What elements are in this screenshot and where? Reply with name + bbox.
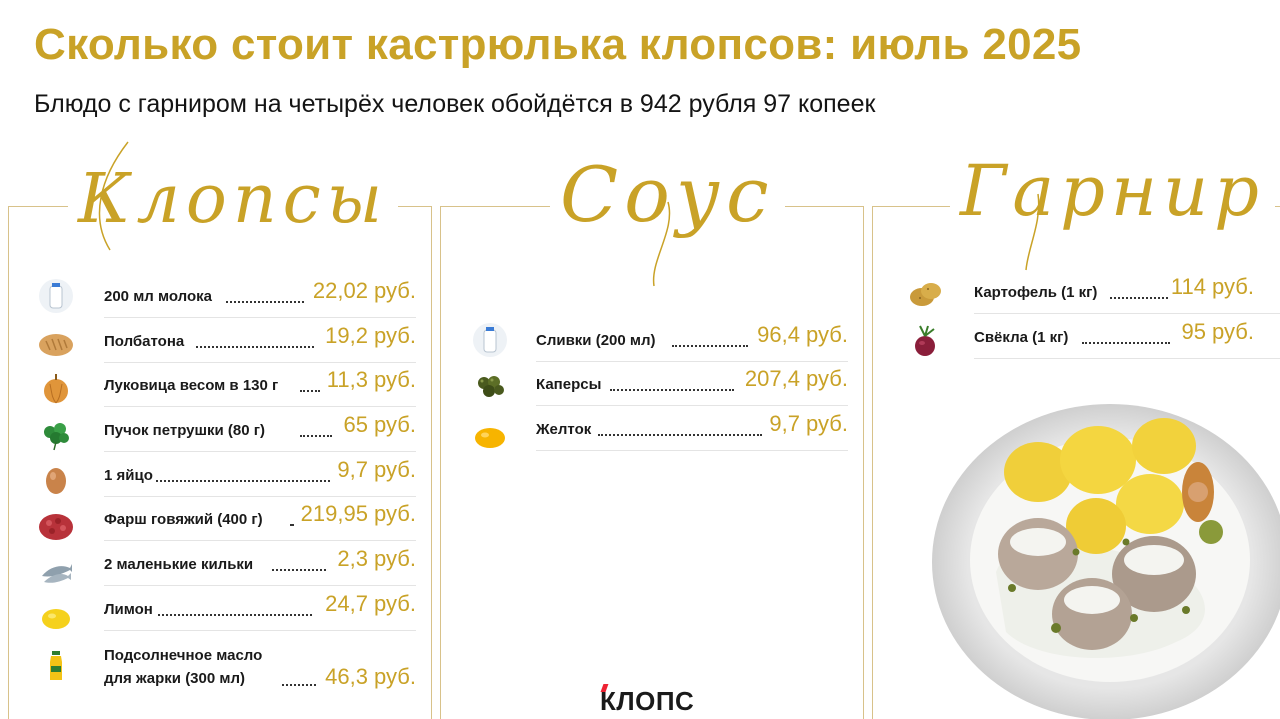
leader-dots — [300, 389, 320, 392]
yolk-icon — [472, 418, 508, 454]
klopsy-heading: Клопсы — [68, 160, 399, 239]
item-label: Лимон — [104, 601, 153, 618]
list-item: Фарш говяжий (400 г) 219,95 руб. — [104, 497, 416, 541]
leader-dots — [156, 479, 330, 482]
klopsy-flourish-icon — [98, 141, 129, 251]
leader-dots — [290, 523, 294, 526]
item-price: 207,4 руб. — [744, 366, 848, 391]
oil-bottle-icon — [38, 648, 74, 684]
list-item: Полбатона 19,2 руб. — [104, 319, 416, 363]
leader-dots — [1110, 296, 1168, 299]
garnir-flourish-icon — [1025, 193, 1040, 271]
item-label: 2 маленькие кильки — [104, 556, 254, 573]
item-label: Каперсы — [536, 376, 602, 393]
leader-dots — [196, 345, 314, 348]
minced-meat-icon — [38, 508, 74, 544]
milk-bottle-icon — [38, 278, 74, 314]
item-label: Фарш говяжий (400 г) — [104, 511, 263, 528]
list-item: Подсолнечное масло для жарки (300 мл) 46… — [104, 636, 416, 704]
item-label-line2: для жарки (300 мл) — [104, 670, 245, 687]
beet-icon — [908, 324, 944, 360]
garnir-heading: Гарнир — [950, 150, 1275, 232]
list-item: 1 яйцо 9,7 руб. — [104, 453, 416, 497]
item-label: Луковица весом в 130 г — [104, 377, 279, 394]
leader-dots — [282, 683, 316, 686]
leader-dots — [598, 433, 762, 436]
sous-heading: Соус — [550, 150, 785, 239]
capers-icon — [472, 368, 508, 404]
item-price: 24,7 руб. — [325, 591, 416, 616]
leader-dots — [1082, 341, 1170, 344]
list-item: Лимон 24,7 руб. — [104, 587, 416, 631]
list-item: Луковица весом в 130 г 11,3 руб. — [104, 363, 416, 407]
leader-dots — [672, 344, 748, 347]
parsley-icon — [38, 416, 74, 452]
item-label: Сливки (200 мл) — [536, 332, 656, 349]
list-item: Каперсы 207,4 руб. — [536, 362, 848, 406]
leader-dots — [300, 434, 332, 437]
item-label: Желток — [536, 421, 592, 438]
page-title: Сколько стоит кастрюлька клопсов: июль 2… — [34, 20, 1082, 69]
item-price: 219,95 руб. — [300, 501, 416, 526]
item-price: 9,7 руб. — [337, 457, 416, 482]
lemon-icon — [38, 600, 74, 636]
list-item: Картофель (1 кг) 114 руб. — [974, 270, 1280, 314]
leader-dots — [272, 568, 326, 571]
onion-icon — [38, 370, 74, 406]
list-item: Сливки (200 мл) 96,4 руб. — [536, 318, 848, 362]
item-label: Подсолнечное масло — [104, 647, 263, 664]
list-item: Пучок петрушки (80 г) 65 руб. — [104, 408, 416, 452]
item-price: 114 руб. — [1170, 274, 1254, 299]
leader-dots — [158, 613, 312, 616]
cream-bottle-icon — [472, 322, 508, 358]
egg-icon — [38, 462, 74, 498]
list-item: 2 маленькие кильки 2,3 руб. — [104, 542, 416, 586]
brand-logo: КЛОПС — [600, 686, 695, 716]
item-price: 65 руб. — [343, 412, 416, 437]
page-subtitle: Блюдо с гарниром на четырёх человек обой… — [34, 90, 876, 118]
item-price: 46,3 руб. — [325, 664, 416, 689]
list-item: 200 мл молока 22,02 руб. — [104, 274, 416, 318]
item-price: 2,3 руб. — [337, 546, 416, 571]
item-label: Пучок петрушки (80 г) — [104, 422, 266, 439]
leader-dots — [226, 300, 304, 303]
list-item: Желток 9,7 руб. — [536, 407, 848, 451]
item-label: 200 мл молока — [104, 288, 213, 305]
bread-icon — [38, 326, 74, 362]
leader-dots — [610, 388, 734, 391]
item-price: 22,02 руб. — [312, 278, 416, 303]
item-label: Полбатона — [104, 333, 185, 350]
item-label: Картофель (1 кг) — [974, 284, 1098, 301]
potato-icon — [908, 276, 944, 312]
item-price: 9,7 руб. — [769, 411, 848, 436]
dish-plate-image — [932, 404, 1280, 719]
sprat-fish-icon — [38, 554, 74, 590]
item-label: Свёкла (1 кг) — [974, 329, 1069, 346]
item-price: 95 руб. — [1181, 319, 1254, 344]
item-price: 11,3 руб. — [326, 367, 416, 392]
item-price: 19,2 руб. — [325, 323, 416, 348]
item-price: 96,4 руб. — [757, 322, 848, 347]
sous-flourish-icon — [652, 201, 671, 287]
item-label: 1 яйцо — [104, 467, 153, 484]
list-item: Свёкла (1 кг) 95 руб. — [974, 315, 1280, 359]
